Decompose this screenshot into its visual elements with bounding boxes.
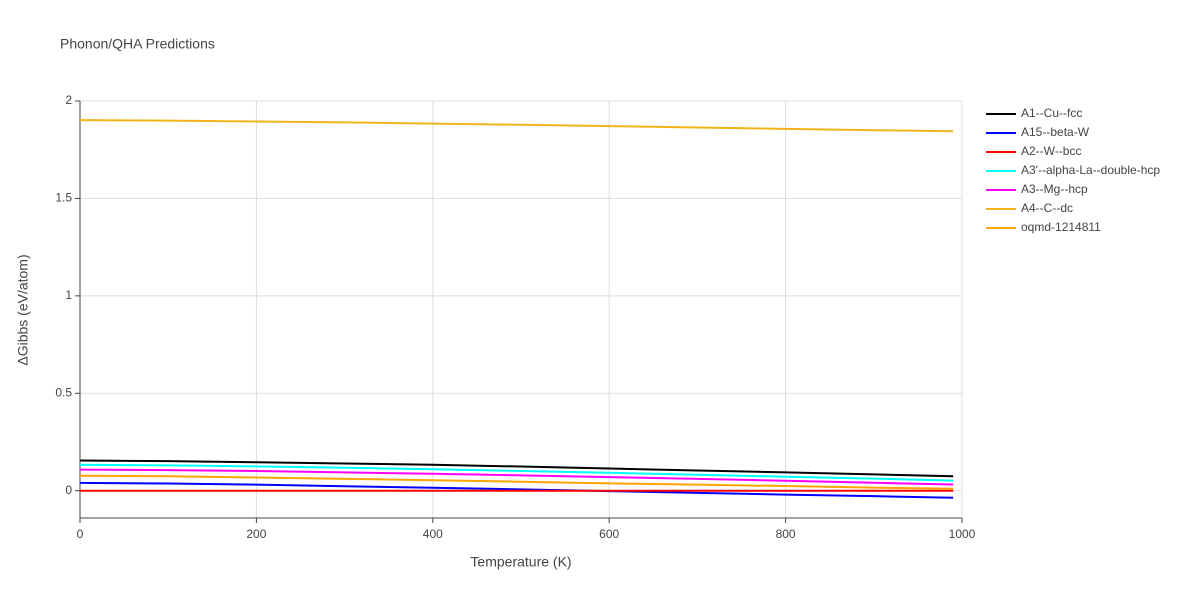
series-line [79, 481, 954, 499]
y-tick-label: 1.5 [55, 191, 72, 205]
legend-label: A15--beta-W [1021, 125, 1090, 139]
x-tick-label: 400 [423, 527, 443, 541]
y-axis-label: ΔGibbs (eV/atom) [15, 254, 31, 365]
legend-label: oqmd-1214811 [1021, 220, 1101, 234]
y-tick-label: 1 [65, 288, 72, 302]
y-tick-label: 0 [65, 483, 72, 497]
legend-label: A4--C--dc [1021, 201, 1073, 215]
x-tick-label: 800 [776, 527, 796, 541]
series-line [79, 468, 954, 486]
x-axis-label: Temperature (K) [470, 554, 571, 570]
legend-label: A2--W--bcc [1021, 144, 1081, 158]
x-tick-label: 600 [599, 527, 619, 541]
series-line [79, 119, 954, 133]
x-tick-label: 1000 [949, 527, 976, 541]
legend-label: A3--Mg--hcp [1021, 182, 1088, 196]
series-line [79, 474, 954, 490]
y-tick-label: 0.5 [55, 385, 72, 399]
series-line [79, 463, 954, 482]
x-tick-label: 0 [77, 527, 84, 541]
series-line [79, 459, 954, 478]
chart-title: Phonon/QHA Predictions [60, 36, 215, 52]
x-tick-label: 200 [246, 527, 266, 541]
legend-label: A3'--alpha-La--double-hcp [1021, 163, 1160, 177]
legend-label: A1--Cu--fcc [1021, 106, 1082, 120]
y-tick-label: 2 [65, 93, 72, 107]
